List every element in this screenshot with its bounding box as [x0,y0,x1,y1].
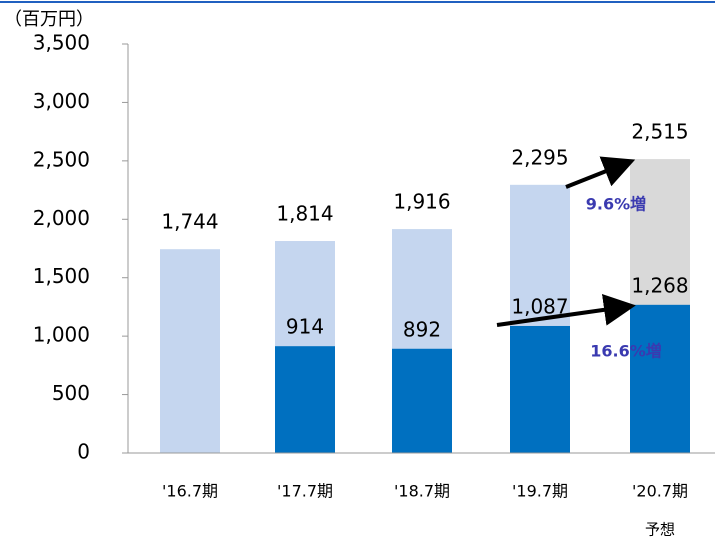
y-tick-label: 1,000 [33,323,90,347]
value-label: 1,268 [631,273,688,297]
value-label: 1,744 [161,210,218,234]
bar [275,346,335,453]
x-tick-label: '20.7期 [632,482,688,501]
y-tick-label: 2,500 [33,147,90,171]
category-note: 予想 [645,521,675,539]
bar [630,304,690,453]
annotation: 9.6%増 [586,195,646,214]
value-label: 2,295 [511,145,568,169]
y-tick-label: 3,000 [33,89,90,113]
value-label: 914 [286,315,324,339]
y-tick-label: 0 [77,440,90,464]
x-tick-label: '18.7期 [394,482,450,501]
bar [160,249,220,453]
annotation: 16.6%増 [590,342,662,361]
unit-label: （百万円） [4,9,94,30]
y-tick-label: 1,500 [33,264,90,288]
arrow [565,156,636,189]
value-label: 2,515 [631,120,688,144]
value-label: 1,814 [276,202,333,226]
x-tick-label: '16.7期 [162,482,218,501]
bar [510,325,570,453]
bar [392,348,452,453]
y-tick-label: 500 [52,381,90,405]
value-label: 892 [403,317,441,341]
y-tick-label: 2,000 [33,206,90,230]
y-tick-label: 3,500 [33,31,90,55]
arrow [496,293,636,327]
value-label: 1,916 [393,190,450,214]
x-tick-label: '19.7期 [512,482,568,501]
x-tick-label: '17.7期 [277,482,333,501]
